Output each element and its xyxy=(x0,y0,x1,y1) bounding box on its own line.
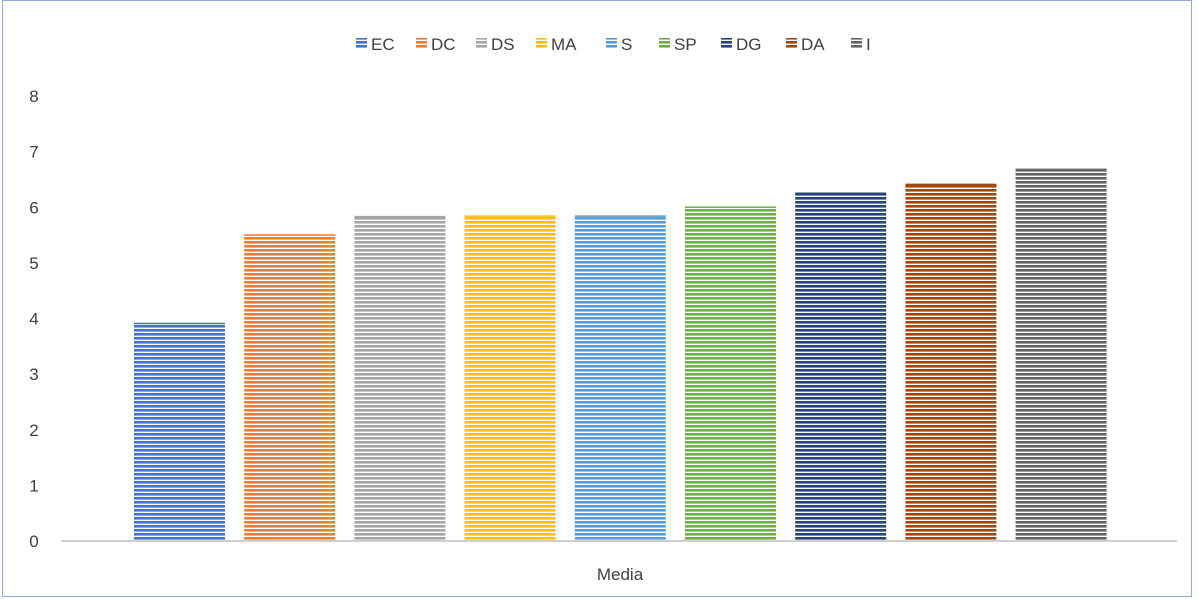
legend-label: S xyxy=(621,35,632,54)
bar-s xyxy=(574,215,666,541)
bar-chart: EC DC DS MA S SP DG DA I 0 1 2 3 4 5 6 7 8 Media xyxy=(29,35,1177,584)
legend-label: DG xyxy=(736,35,762,54)
legend-swatch xyxy=(476,38,487,49)
legend-swatch xyxy=(536,38,547,49)
legend-item-ma: MA xyxy=(536,35,577,54)
legend-label: DS xyxy=(491,35,515,54)
legend-swatch xyxy=(606,38,617,49)
legend-swatch xyxy=(356,38,367,49)
y-tick-label: 1 xyxy=(29,476,38,495)
x-axis: Media xyxy=(597,565,644,584)
legend-item-da: DA xyxy=(786,35,825,54)
y-tick-label: 6 xyxy=(29,198,38,217)
legend-swatch xyxy=(659,38,670,49)
bar-sp xyxy=(685,206,776,541)
legend-item-sp: SP xyxy=(659,35,697,54)
legend-item-i: I xyxy=(851,35,871,54)
legend-label: SP xyxy=(674,35,697,54)
legend-item-ds: DS xyxy=(476,35,515,54)
legend-swatch xyxy=(786,38,797,49)
bar-i xyxy=(1015,168,1107,541)
x-category-label: Media xyxy=(597,565,644,584)
bar-ec xyxy=(134,322,225,541)
y-tick-label: 8 xyxy=(29,87,38,106)
legend-label: DA xyxy=(801,35,825,54)
legend-item-ec: EC xyxy=(356,35,395,54)
legend-label: DC xyxy=(431,35,456,54)
bar-da xyxy=(905,183,997,541)
legend-label: EC xyxy=(371,35,395,54)
y-tick-label: 2 xyxy=(29,421,38,440)
chart-legend: EC DC DS MA S SP DG DA I xyxy=(356,35,871,54)
legend-label: I xyxy=(866,35,871,54)
y-axis: 0 1 2 3 4 5 6 7 8 xyxy=(29,87,38,551)
y-tick-label: 5 xyxy=(29,254,38,273)
bar-dc xyxy=(244,234,336,541)
bar-ds xyxy=(354,216,446,541)
legend-item-s: S xyxy=(606,35,632,54)
y-tick-label: 0 xyxy=(29,532,38,551)
legend-swatch xyxy=(851,38,862,49)
y-tick-label: 7 xyxy=(29,143,38,162)
bar-ma xyxy=(464,215,556,541)
legend-swatch xyxy=(416,38,427,49)
legend-label: MA xyxy=(551,35,577,54)
bar-dg xyxy=(795,192,887,541)
legend-item-dg: DG xyxy=(721,35,762,54)
y-tick-label: 4 xyxy=(29,310,38,329)
legend-swatch xyxy=(721,38,732,49)
legend-item-dc: DC xyxy=(416,35,456,54)
bar-group xyxy=(134,168,1107,541)
y-tick-label: 3 xyxy=(29,365,38,384)
